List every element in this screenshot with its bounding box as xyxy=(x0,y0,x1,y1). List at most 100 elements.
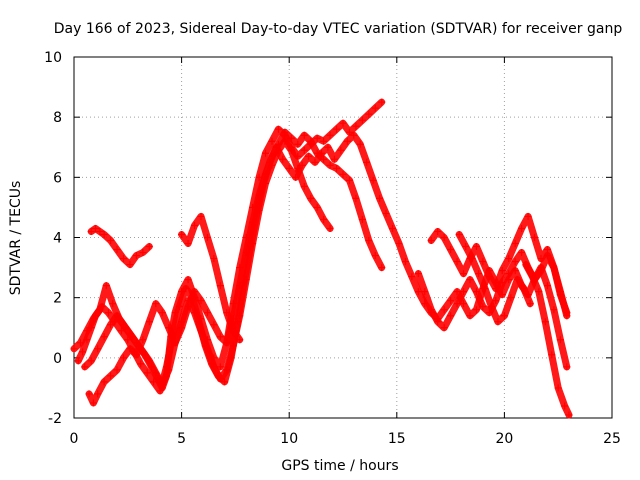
data-point xyxy=(300,182,308,190)
data-point xyxy=(554,384,562,392)
data-point xyxy=(339,119,347,127)
data-point xyxy=(472,288,480,296)
data-point xyxy=(113,246,121,254)
data-point xyxy=(279,155,287,163)
data-point xyxy=(311,158,319,166)
data-point xyxy=(352,122,360,130)
data-point xyxy=(356,140,364,148)
data-point xyxy=(531,276,539,284)
tick-layer: 0 5 10 15 20 25 -2 0 2 4 6 8 10 xyxy=(44,50,621,447)
data-point xyxy=(285,164,293,172)
data-point xyxy=(102,282,110,290)
data-point xyxy=(274,140,282,148)
y-tick-label: 4 xyxy=(53,231,62,247)
data-point xyxy=(216,375,224,383)
data-point xyxy=(274,125,282,133)
data-point xyxy=(203,345,211,353)
data-point xyxy=(500,312,508,320)
x-tick-label: 25 xyxy=(603,431,621,447)
data-point xyxy=(541,318,549,326)
data-point xyxy=(145,243,153,251)
series-arc-e xyxy=(87,224,153,269)
data-point xyxy=(216,333,224,341)
data-point xyxy=(511,258,519,266)
data-point xyxy=(83,336,91,344)
data-point xyxy=(455,230,463,238)
data-point xyxy=(249,218,257,226)
data-point xyxy=(485,273,493,281)
data-point xyxy=(210,255,218,263)
series-trace xyxy=(455,231,534,326)
data-point xyxy=(150,378,158,386)
data-point xyxy=(87,324,95,332)
data-point xyxy=(518,224,526,232)
y-tick-label: 2 xyxy=(53,291,62,307)
data-point xyxy=(294,140,302,148)
data-point xyxy=(178,230,186,238)
data-point xyxy=(98,303,106,311)
data-point xyxy=(434,227,442,235)
data-point xyxy=(152,369,160,377)
data-point xyxy=(242,249,250,257)
data-point xyxy=(333,125,341,133)
data-point xyxy=(313,134,321,142)
data-point xyxy=(460,270,468,278)
data-point xyxy=(535,288,543,296)
data-point xyxy=(79,348,87,356)
data-point xyxy=(550,264,558,272)
y-tick-label: 10 xyxy=(44,50,62,66)
data-point xyxy=(126,345,134,353)
data-point xyxy=(487,303,495,311)
data-point xyxy=(119,255,127,263)
data-point xyxy=(305,152,313,160)
data-point xyxy=(524,212,532,220)
data-point xyxy=(378,264,386,272)
data-point xyxy=(191,288,199,296)
data-point xyxy=(100,230,108,238)
data-point xyxy=(100,378,108,386)
data-point xyxy=(287,134,295,142)
x-tick-label: 0 xyxy=(70,431,79,447)
data-point xyxy=(472,306,480,314)
data-point xyxy=(132,252,140,260)
data-point xyxy=(371,104,379,112)
data-point xyxy=(87,357,95,365)
data-point xyxy=(96,227,104,235)
data-point xyxy=(556,288,564,296)
y-tick-label: 0 xyxy=(53,351,62,367)
data-point xyxy=(165,366,173,374)
data-point xyxy=(339,170,347,178)
data-point xyxy=(236,336,244,344)
data-point xyxy=(447,246,455,254)
data-point xyxy=(182,285,190,293)
data-point xyxy=(481,285,489,293)
data-point xyxy=(89,399,97,407)
data-point xyxy=(197,297,205,305)
data-point xyxy=(352,194,360,202)
data-point xyxy=(492,297,500,305)
data-point xyxy=(376,194,384,202)
data-point xyxy=(498,279,506,287)
data-point xyxy=(358,215,366,223)
data-point xyxy=(236,282,244,290)
data-point xyxy=(563,312,571,320)
y-tick-label: 6 xyxy=(53,170,62,186)
data-point xyxy=(229,327,237,335)
data-point xyxy=(531,234,539,241)
data-point xyxy=(85,390,93,398)
data-point xyxy=(210,321,218,329)
y-tick-label: -2 xyxy=(48,411,62,427)
data-point xyxy=(94,345,102,353)
data-point xyxy=(371,252,379,260)
data-point xyxy=(498,267,506,275)
data-point xyxy=(363,158,371,166)
data-point xyxy=(126,330,134,338)
data-point xyxy=(472,243,480,251)
data-point xyxy=(320,137,328,145)
data-point xyxy=(343,137,351,145)
data-point xyxy=(324,143,332,151)
data-point xyxy=(107,321,115,329)
data-point xyxy=(543,246,551,254)
data-point xyxy=(526,300,534,308)
series-trace xyxy=(427,212,571,317)
